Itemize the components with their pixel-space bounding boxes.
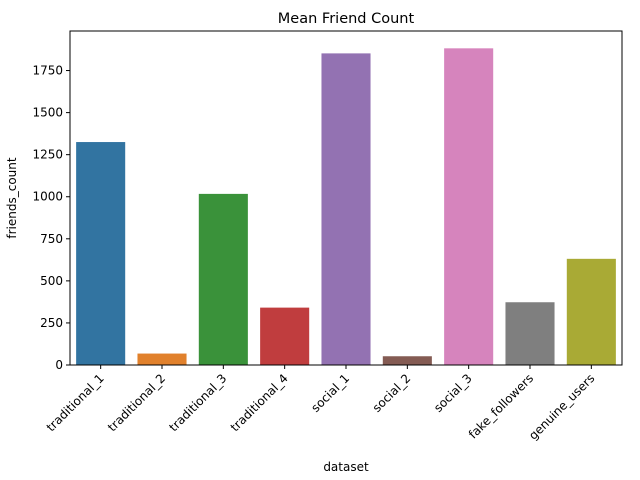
- y-tick-label: 250: [40, 316, 63, 330]
- bar-traditional_3: [198, 193, 248, 365]
- bar-genuine_users: [566, 258, 616, 365]
- y-tick-label: 1500: [32, 106, 63, 120]
- x-tick-label: traditional_1: [44, 371, 107, 434]
- x-tick-label: traditional_2: [105, 371, 168, 434]
- y-axis-label: friends_count: [5, 157, 19, 239]
- bar-traditional_4: [260, 307, 310, 365]
- x-tick-label: traditional_3: [166, 371, 229, 434]
- bar-fake_followers: [505, 302, 555, 365]
- bar-traditional_1: [76, 142, 126, 365]
- chart-title: Mean Friend Count: [278, 11, 415, 27]
- x-axis: traditional_1traditional_2traditional_3t…: [44, 365, 597, 443]
- y-tick-label: 0: [55, 358, 63, 372]
- x-tick-label: fake_followers: [466, 371, 536, 441]
- y-tick-label: 1000: [32, 190, 63, 204]
- x-tick-label: social_2: [370, 371, 414, 415]
- bar-social_3: [444, 48, 494, 365]
- x-tick-label: social_3: [431, 371, 475, 415]
- plot-frame: [69, 30, 623, 366]
- x-tick-label: genuine_users: [526, 371, 597, 442]
- y-tick-label: 1750: [32, 64, 63, 78]
- y-axis: 0 250 500 750 1000 1250 1500 1750: [32, 64, 70, 372]
- x-tick-label: traditional_4: [228, 371, 291, 434]
- bars-group: [76, 48, 616, 365]
- bar-social_2: [382, 356, 432, 365]
- bar-social_1: [321, 53, 371, 365]
- bar-traditional_2: [137, 353, 187, 365]
- x-tick-label: social_1: [308, 371, 352, 415]
- y-tick-label: 750: [40, 232, 63, 246]
- y-tick-label: 1250: [32, 148, 63, 162]
- y-tick-label: 500: [40, 274, 63, 288]
- x-axis-label: dataset: [323, 460, 369, 474]
